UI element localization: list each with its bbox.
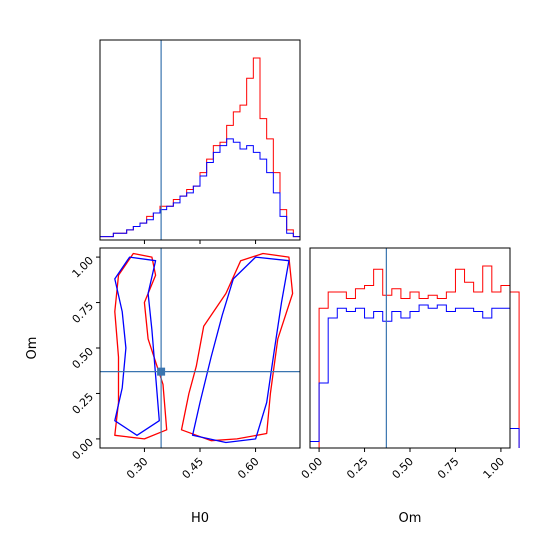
joint-contour-panel: 0.30 0.45 0.60 0.00 0.25 0.50 0.75 1.00 H0 Om xyxy=(25,247,301,526)
joint-ytick-label-4: 1.00 xyxy=(70,254,97,281)
joint-xtick-label-1: 0.45 xyxy=(180,455,207,482)
h0-histogram-panel xyxy=(99,39,301,244)
joint-xtick-label-2: 0.60 xyxy=(235,455,262,482)
om-xtick-label-1: 0.25 xyxy=(344,455,371,482)
joint-ytick-label-0: 0.00 xyxy=(70,436,97,463)
joint-ytick-label-1: 0.25 xyxy=(70,390,97,417)
h0-hist-series-0 xyxy=(99,57,301,240)
joint-ytick-label-3: 0.75 xyxy=(70,299,97,326)
om-xtick-label-3: 0.75 xyxy=(435,455,462,482)
h0-histogram-frame xyxy=(99,39,301,241)
om-xtick-label-0: 0.00 xyxy=(299,455,326,482)
om-histogram-panel: 0.00 0.25 0.50 0.75 1.00 Om xyxy=(299,247,520,526)
om-axis-label: Om xyxy=(25,337,40,360)
om-xtick-label-2: 0.50 xyxy=(390,455,417,482)
om-hist-series-0 xyxy=(310,265,520,449)
om-histogram-frame xyxy=(309,247,511,449)
h0-hist-series-1 xyxy=(99,138,301,240)
om-hist-series-1 xyxy=(309,304,520,448)
joint-contour-0-1 xyxy=(180,252,294,442)
joint-contour-1-1 xyxy=(191,256,290,444)
joint-xtick-label-0: 0.30 xyxy=(124,455,151,482)
h0-axis-label: H0 xyxy=(191,511,209,526)
om-xtick-label-4: 1.00 xyxy=(481,455,508,482)
joint-ytick-label-2: 0.50 xyxy=(70,345,97,372)
joint-contour-1-0 xyxy=(114,256,160,436)
joint-truth-point xyxy=(157,367,166,376)
om-axis-label-bottom: Om xyxy=(399,511,422,526)
